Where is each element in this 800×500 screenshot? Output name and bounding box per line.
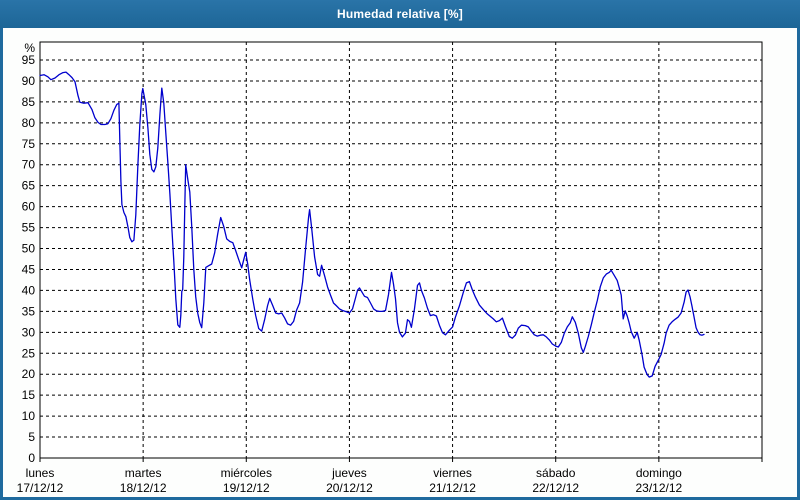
humidity-series-line [39,71,705,378]
y-tick-label: 95 [22,53,36,67]
y-tick-label: 0 [28,451,35,465]
y-tick-label: 75 [22,137,36,151]
y-tick-label: 65 [22,179,36,193]
x-day-label: jueves [331,466,367,480]
y-tick-label: 20 [22,367,36,381]
x-day-label: sábado [536,466,576,480]
x-day-label: domingo [636,466,682,480]
x-date-label: 21/12/12 [429,481,476,495]
y-tick-label: 60 [22,200,36,214]
y-tick-label: 30 [22,325,36,339]
chart-panel: 0 5 10 15 20 25 30 35 40 45 50 55 60 65 70 75 80 85 90 95% l… [3,28,797,497]
y-tick-label: 55 [22,221,36,235]
y-tick-label: 25 [22,346,36,360]
y-axis-unit-label: % [24,41,35,55]
x-day-label: lunes [26,466,55,480]
x-date-label: 20/12/12 [326,481,373,495]
x-date-label: 17/12/12 [17,481,64,495]
y-tick-label: 50 [22,242,36,256]
y-tick-label: 40 [22,283,36,297]
y-tick-label: 80 [22,116,36,130]
x-day-label: martes [125,466,162,480]
chart-title-bar: Humedad relativa [%] [0,0,800,28]
y-tick-label: 90 [22,74,36,88]
y-tick-label: 5 [28,430,35,444]
x-date-label: 22/12/12 [532,481,579,495]
x-day-label: miércoles [221,466,272,480]
y-tick-label: 85 [22,95,36,109]
x-day-label: viernes [433,466,472,480]
chart-title: Humedad relativa [%] [336,7,464,21]
y-tick-label: 15 [22,388,36,402]
x-date-label: 23/12/12 [635,481,682,495]
y-tick-label: 10 [22,409,36,423]
y-tick-label: 45 [22,262,36,276]
humidity-line-chart: 0 5 10 15 20 25 30 35 40 45 50 55 60 65 70 75 80 85 90 95% l… [17,41,763,495]
x-date-label: 19/12/12 [223,481,270,495]
y-tick-label: 35 [22,304,36,318]
x-date-label: 18/12/12 [120,481,167,495]
y-tick-label: 70 [22,158,36,172]
